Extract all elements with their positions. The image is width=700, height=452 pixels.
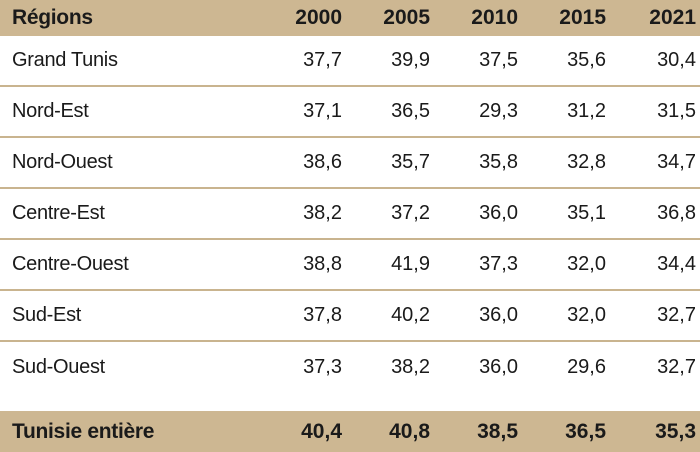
row-region-label: Sud-Est <box>12 304 82 326</box>
row-value-2005: 36,5 <box>391 100 430 122</box>
row-value-2010: 36,0 <box>479 356 518 378</box>
table-total-row: Tunisie entière 40,4 40,8 38,5 36,5 35,3 <box>0 411 700 452</box>
table-row: Grand Tunis 37,7 39,9 37,5 35,6 30,4 <box>0 36 700 87</box>
row-value-2000: 38,6 <box>303 151 342 173</box>
total-value-2015: 36,5 <box>565 419 606 443</box>
row-value-2015: 31,2 <box>567 100 606 122</box>
header-year-2010: 2010 <box>471 6 518 29</box>
table-row: Centre-Ouest 38,8 41,9 37,3 32,0 34,4 <box>0 240 700 291</box>
row-region-label: Sud-Ouest <box>12 356 105 378</box>
row-value-2015: 32,0 <box>567 253 606 275</box>
table-row: Centre-Est 38,2 37,2 36,0 35,1 36,8 <box>0 189 700 240</box>
header-year-2005: 2005 <box>383 6 430 29</box>
total-value-2005: 40,8 <box>389 419 430 443</box>
row-value-2000: 37,1 <box>303 100 342 122</box>
row-value-2010: 37,5 <box>479 49 518 71</box>
row-value-2005: 40,2 <box>391 304 430 326</box>
row-value-2021: 34,7 <box>657 151 696 173</box>
row-value-2000: 37,7 <box>303 49 342 71</box>
row-value-2005: 39,9 <box>391 49 430 71</box>
row-value-2010: 36,0 <box>479 202 518 224</box>
table-row: Nord-Ouest 38,6 35,7 35,8 32,8 34,7 <box>0 138 700 189</box>
row-value-2021: 30,4 <box>657 49 696 71</box>
table-header-row: Régions 2000 2005 2010 2015 2021 <box>0 0 700 36</box>
row-value-2010: 29,3 <box>479 100 518 122</box>
row-value-2005: 35,7 <box>391 151 430 173</box>
total-value-2000: 40,4 <box>301 419 342 443</box>
header-regions-label: Régions <box>12 6 93 29</box>
header-year-2000: 2000 <box>295 6 342 29</box>
row-value-2021: 34,4 <box>657 253 696 275</box>
row-value-2005: 41,9 <box>391 253 430 275</box>
row-value-2000: 37,8 <box>303 304 342 326</box>
row-value-2021: 32,7 <box>657 304 696 326</box>
row-value-2015: 32,0 <box>567 304 606 326</box>
row-value-2015: 32,8 <box>567 151 606 173</box>
row-value-2010: 36,0 <box>479 304 518 326</box>
row-value-2021: 32,7 <box>657 356 696 378</box>
row-region-label: Centre-Est <box>12 202 105 224</box>
row-value-2000: 38,8 <box>303 253 342 275</box>
row-value-2010: 35,8 <box>479 151 518 173</box>
row-value-2021: 36,8 <box>657 202 696 224</box>
row-value-2005: 37,2 <box>391 202 430 224</box>
row-value-2005: 38,2 <box>391 356 430 378</box>
row-value-2010: 37,3 <box>479 253 518 275</box>
row-region-label: Nord-Ouest <box>12 151 113 173</box>
row-value-2015: 35,6 <box>567 49 606 71</box>
table-row: Sud-Ouest 37,3 38,2 36,0 29,6 32,7 <box>0 342 700 393</box>
total-value-2010: 38,5 <box>477 419 518 443</box>
row-region-label: Nord-Est <box>12 100 89 122</box>
row-region-label: Centre-Ouest <box>12 253 129 275</box>
header-year-2015: 2015 <box>559 6 606 29</box>
table-row: Sud-Est 37,8 40,2 36,0 32,0 32,7 <box>0 291 700 342</box>
table-row: Nord-Est 37,1 36,5 29,3 31,2 31,5 <box>0 87 700 138</box>
row-value-2015: 29,6 <box>567 356 606 378</box>
row-value-2021: 31,5 <box>657 100 696 122</box>
row-value-2000: 37,3 <box>303 356 342 378</box>
row-value-2000: 38,2 <box>303 202 342 224</box>
total-value-2021: 35,3 <box>655 419 696 443</box>
row-value-2015: 35,1 <box>567 202 606 224</box>
total-label: Tunisie entière <box>12 419 155 443</box>
row-region-label: Grand Tunis <box>12 49 118 71</box>
header-year-2021: 2021 <box>649 6 696 29</box>
